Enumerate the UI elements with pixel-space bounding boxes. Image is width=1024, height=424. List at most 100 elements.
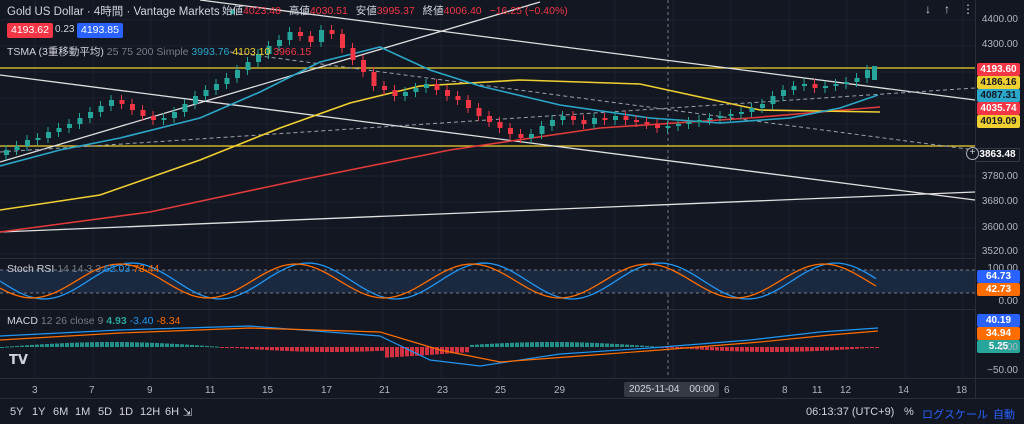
ma25-tag: 4087.31 — [977, 89, 1020, 102]
candle-body — [760, 104, 765, 108]
macd-histogram-bar — [180, 344, 184, 347]
trend-line — [0, 1, 541, 163]
macd-histogram-bar — [235, 347, 239, 349]
macd-histogram-bar — [210, 346, 214, 348]
price-axis-label: 3520.00 — [981, 246, 1018, 257]
candle-body — [245, 62, 251, 70]
stoch-rsi-name: Stoch RSI — [7, 263, 55, 275]
macd-histogram-bar — [55, 343, 59, 347]
macd-histogram-bar — [690, 347, 694, 350]
macd-histogram-bar — [90, 342, 94, 347]
macd-hist-value: 4.93 — [106, 315, 127, 327]
crosshair-time-label: 2025-11-04 00:00 — [624, 382, 720, 397]
macd-histogram-bar — [5, 346, 9, 348]
candle-body — [613, 116, 618, 120]
candle-body — [518, 134, 524, 138]
buy-button[interactable]: 4193.85 — [77, 23, 123, 38]
candle-body — [403, 92, 408, 96]
macd-histogram-bar — [300, 347, 304, 352]
macd-histogram-bar — [110, 342, 114, 347]
macd-histogram-bar — [25, 345, 29, 347]
stoch-rsi-legend[interactable]: Stoch RSI 14 14 3 3 62.03 73.44 — [7, 263, 159, 275]
candle-body — [130, 104, 135, 110]
candle-body — [161, 118, 167, 120]
macd-histogram-bar — [365, 347, 369, 352]
arrow-down-icon[interactable]: ↓ — [925, 2, 931, 16]
macd-histogram-bar — [610, 343, 614, 347]
clock-time[interactable]: 06:13:37 (UTC+9) — [806, 406, 895, 418]
macd-histogram-bar — [240, 347, 244, 349]
macd-histogram-bar — [125, 342, 129, 347]
macd-axis-label: −50.00 — [987, 365, 1018, 376]
range-1y[interactable]: 1Y — [32, 406, 46, 418]
macd-histogram-bar — [860, 347, 864, 349]
time-axis-label: 15 — [262, 385, 274, 396]
macd-histogram-bar — [670, 347, 674, 348]
macd-histogram-bar — [165, 343, 169, 347]
candle-body — [340, 34, 345, 48]
price-chart-canvas[interactable] — [0, 0, 976, 398]
sell-button[interactable]: 4193.62 — [7, 23, 53, 38]
tsma-legend[interactable]: TSMA (3重移動平均) 25 75 200 Simple 3993.76 4… — [7, 44, 311, 59]
macd-histogram-bar — [715, 347, 719, 351]
range-1m[interactable]: 1M — [75, 406, 91, 418]
goto-date-icon[interactable]: ⇲ — [183, 407, 193, 419]
macd-histogram-bar — [580, 342, 584, 347]
macd-histogram-bar — [205, 345, 209, 347]
candle-body — [707, 118, 713, 120]
macd-histogram-bar — [485, 343, 489, 347]
macd-line — [0, 325, 879, 367]
macd-histogram-bar — [250, 347, 254, 350]
symbol-title[interactable]: Gold US Dollar · 4時間 · Vantage Markets ● — [7, 3, 236, 19]
candle-body — [676, 124, 681, 126]
macd-histogram-bar — [185, 344, 189, 347]
range-12h[interactable]: 12H — [140, 406, 161, 418]
candle-body — [256, 54, 261, 62]
macd-histogram-bar — [565, 342, 569, 347]
time-axis-label: 17 — [321, 385, 333, 396]
candle-body — [203, 90, 209, 96]
macd-legend[interactable]: MACD 12 26 close 9 4.93 -3.40 -8.34 — [7, 315, 180, 327]
log-scale-toggle[interactable]: ログスケール — [922, 409, 988, 421]
candle-body — [476, 108, 482, 116]
range-5y[interactable]: 5Y — [10, 406, 24, 418]
macd-histogram-bar — [430, 347, 434, 355]
macd-histogram-bar — [175, 344, 179, 347]
range-5d[interactable]: 5D — [98, 406, 113, 418]
macd-histogram-bar — [265, 347, 269, 351]
percent-scale-toggle[interactable]: % — [904, 406, 914, 418]
macd-histogram-bar — [665, 347, 669, 348]
macd-histogram-bar — [455, 347, 459, 353]
macd-histogram-bar — [465, 347, 469, 353]
arrow-up-icon[interactable]: ↑ — [944, 2, 950, 16]
macd-histogram-bar — [835, 347, 839, 350]
candle-body — [623, 116, 629, 120]
more-icon[interactable]: ⋮ — [962, 2, 974, 16]
macd-histogram-bar — [355, 347, 359, 352]
macd-histogram-bar — [640, 345, 644, 347]
add-alert-plus-icon[interactable]: + — [966, 147, 979, 160]
auto-scale-toggle[interactable]: 自動 — [993, 409, 1015, 421]
range-6m[interactable]: 6M — [53, 406, 69, 418]
macd-histogram-bar — [875, 347, 879, 348]
macd-histogram-bar — [15, 345, 19, 347]
macd-histogram-bar — [550, 342, 554, 347]
macd-histogram-bar — [605, 343, 609, 347]
macd-histogram-bar — [635, 345, 639, 347]
trend-line — [0, 191, 976, 233]
macd-histogram-bar — [545, 342, 549, 347]
macd-histogram-bar — [470, 344, 474, 347]
candle-body — [812, 84, 818, 88]
high-label: 高値 — [288, 5, 310, 17]
tradingview-logo-icon[interactable]: 𝗧𝗩 — [9, 352, 28, 367]
sell-price: 4193.62 — [11, 24, 49, 36]
macd-histogram-bar — [335, 347, 339, 352]
high-value: 4030.51 — [309, 5, 348, 17]
time-axis-label: 29 — [554, 385, 566, 396]
macd-histogram-bar — [270, 347, 274, 351]
range-1d[interactable]: 1D — [119, 406, 134, 418]
macd-histogram-bar — [460, 347, 464, 353]
ma200-tag: 4035.74 — [977, 102, 1020, 115]
range-6h[interactable]: 6H — [165, 406, 180, 418]
macd-histogram-bar — [155, 342, 159, 347]
